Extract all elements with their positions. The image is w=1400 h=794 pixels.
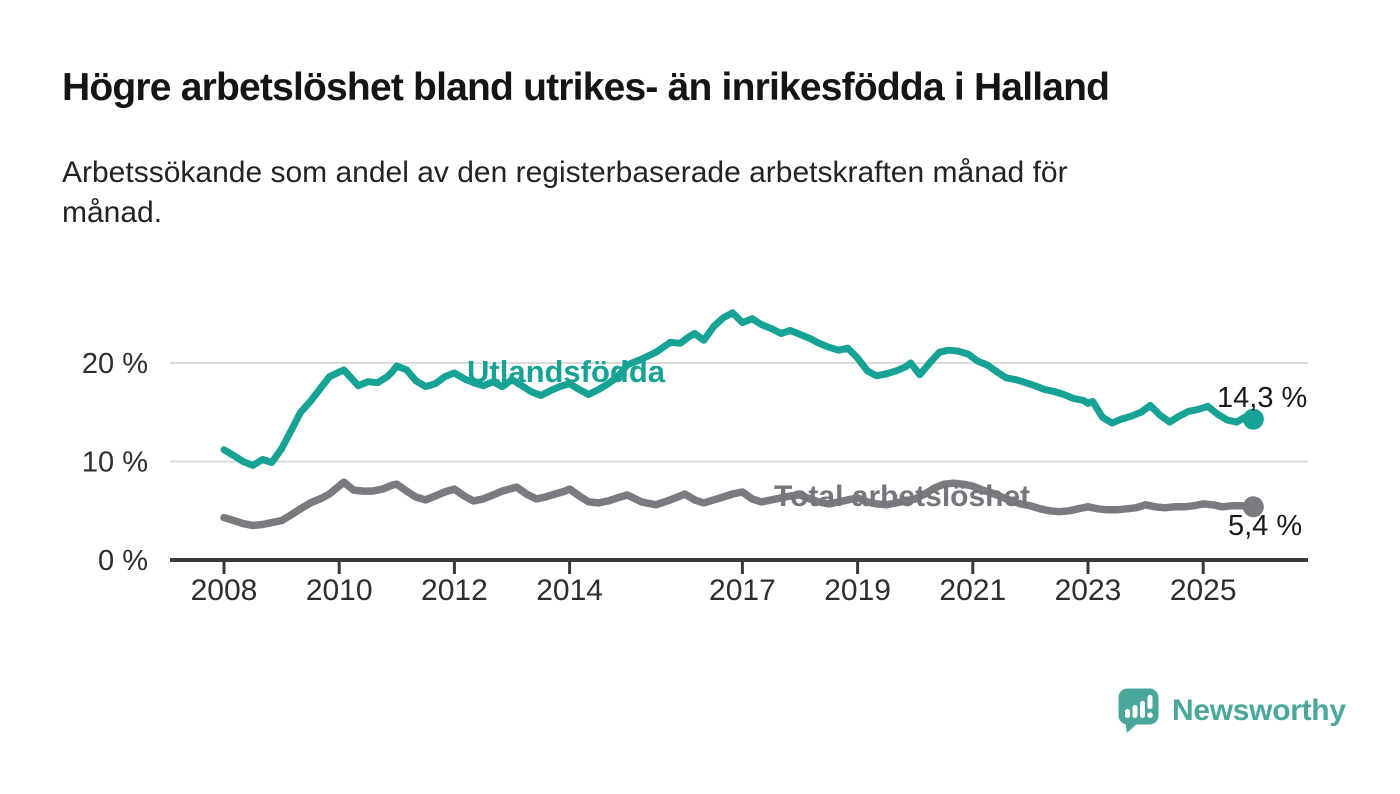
y-tick-label: 0 % — [98, 545, 148, 577]
x-tick-label: 2025 — [1170, 574, 1237, 607]
y-tick-label: 10 % — [82, 447, 148, 479]
x-tick-label: 2012 — [421, 574, 488, 607]
chart-subtitle-line-1: Arbetssökande som andel av den registerb… — [62, 156, 1068, 189]
newsworthy-logo: Newsworthy — [1118, 688, 1346, 733]
series-end-dot-total — [1242, 496, 1264, 518]
series-line-total — [220, 478, 1258, 530]
end-value-label-utlandsfodda: 14,3 % — [1217, 382, 1308, 414]
chart-subtitle-line-2: månad. — [62, 196, 163, 229]
x-tick-label: 2019 — [824, 574, 891, 607]
x-tick-label: 2021 — [939, 574, 1006, 607]
x-tick-label: 2023 — [1055, 574, 1122, 607]
x-tick-label: 2008 — [191, 574, 258, 607]
newsworthy-logo-text: Newsworthy — [1172, 693, 1346, 727]
page-title: Högre arbetslöshet bland utrikes- än inr… — [62, 66, 1110, 109]
x-tick-label: 2010 — [306, 574, 373, 607]
chart-subtitle: Arbetssökande som andel av den registerb… — [62, 153, 1322, 233]
series-end-dot-utlandsfodda — [1242, 408, 1264, 430]
series-label-total-arbetsloshet: Total arbetslöshet — [774, 480, 1031, 513]
x-tick-label: 2017 — [709, 574, 776, 607]
x-tick-label: 2014 — [536, 574, 603, 607]
y-tick-label: 20 % — [82, 348, 148, 380]
series-line-utlandsfodda — [220, 309, 1257, 469]
end-value-label-total: 5,4 % — [1228, 510, 1303, 542]
series-label-utlandsfodda: Utlandsfödda — [467, 354, 666, 389]
newsworthy-speech-bubble-chart-icon — [1118, 688, 1159, 733]
